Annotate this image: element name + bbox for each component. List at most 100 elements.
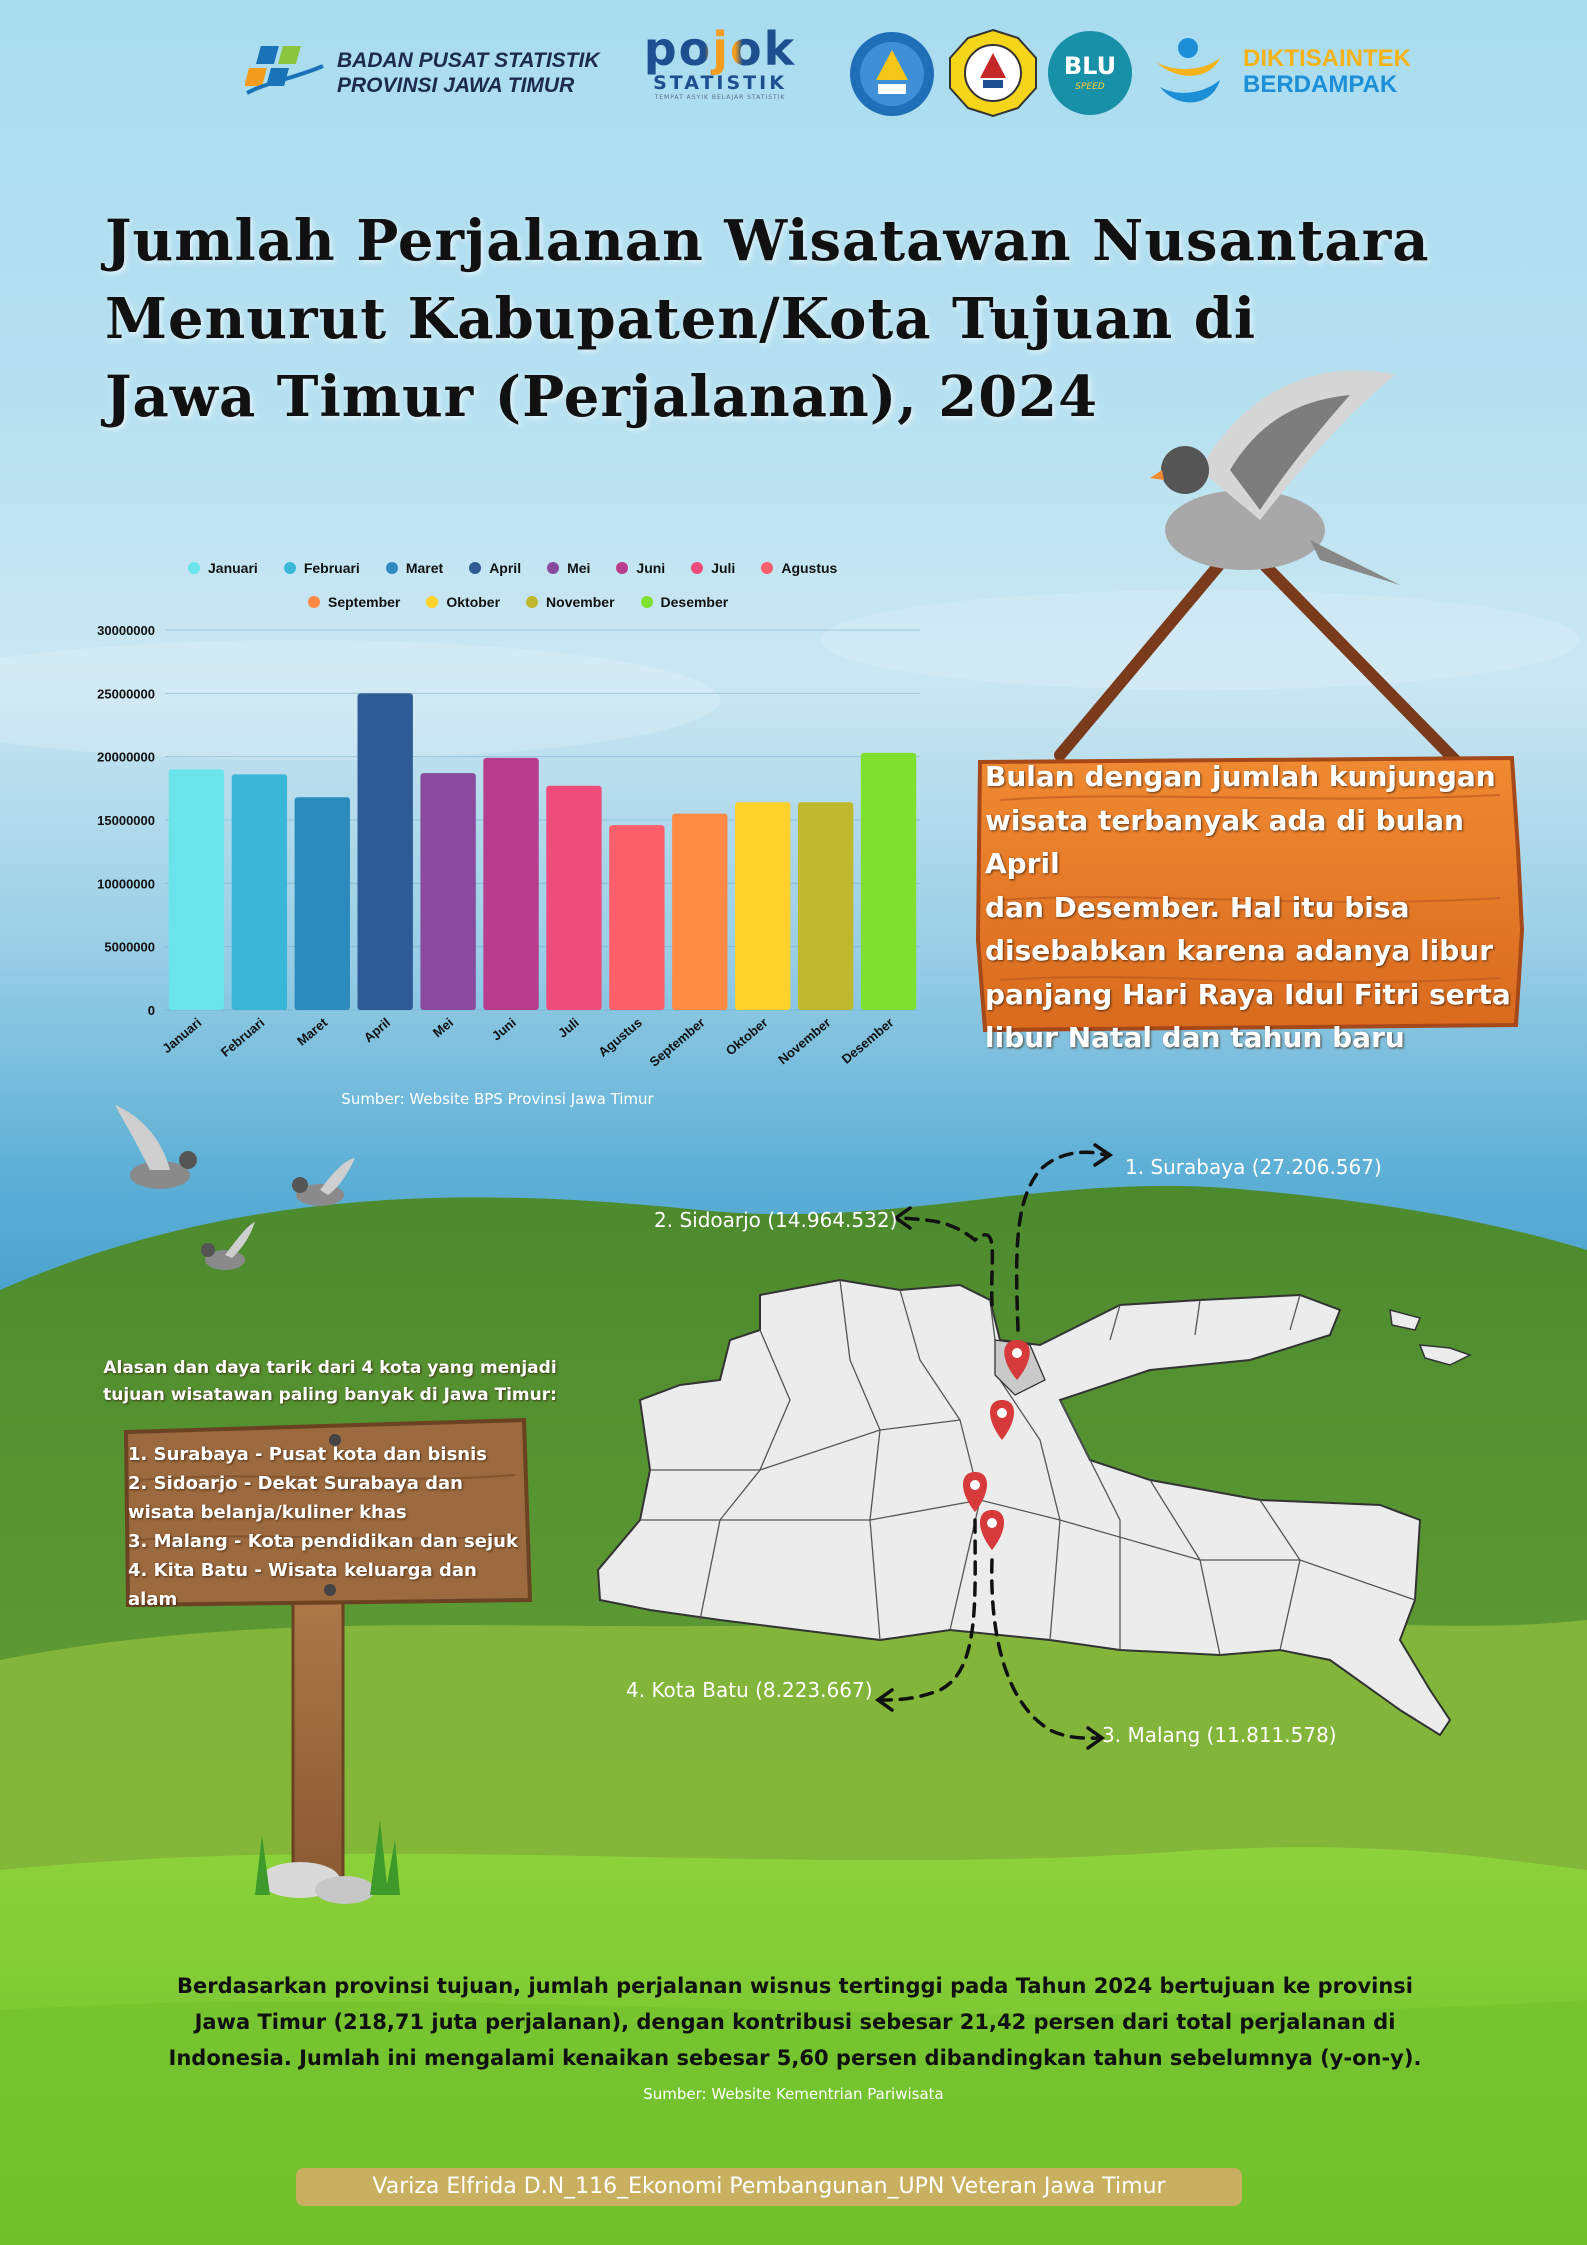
blu-logo-sub: SPEED [1075,82,1105,92]
legend-label: September [328,594,401,610]
sign-line-4: disebabkan karena adanya libur [985,934,1494,967]
legend-swatch [547,562,560,574]
bar-oktober [735,802,791,1010]
legend-swatch [469,562,482,574]
title-line-2: Menurut Kabupaten/Kota Tujuan di [105,286,1257,352]
y-tick-label: 15000000 [97,813,155,828]
reasons-heading: Alasan dan daya tarik dari 4 kota yang m… [100,1355,560,1409]
legend-label: Juni [636,560,666,576]
reason-item-2: 2. Sidoarjo - Dekat Surabaya dan [128,1473,463,1494]
bar-juli [546,785,602,1010]
x-tick-label: Januari [159,1015,204,1056]
x-tick-label: Mei [430,1015,456,1040]
city-label-sidoarjo: 2. Sidoarjo (14.964.532) [654,1208,898,1232]
sign-line-6: libur Natal dan tahun baru [985,1021,1405,1054]
pigeon-illustration [1150,370,1400,585]
chart-legend-row-1: Januari Februari Maret April Mei Juni Juli Agus… [188,560,863,576]
x-tick-label: April [361,1015,393,1046]
kemendikbud-logo-icon [850,32,934,116]
city-label-malang: 3. Malang (11.811.578) [1102,1723,1337,1747]
y-tick-label: 30000000 [97,623,155,638]
bps-logo-text: BADAN PUSAT STATISTIK PROVINSI JAWA TIMU… [337,48,600,98]
pojok-word: pojok [643,22,797,76]
upn-logo-icon [949,28,1037,118]
x-tick-label: Juni [489,1015,519,1044]
x-tick-label: Oktober [723,1015,771,1059]
sign-insight-text: Bulan dengan jumlah kunjungan wisata ter… [985,755,1525,1060]
legend-label: Januari [208,560,258,576]
page-title: Jumlah Perjalanan Wisatawan Nusantara Me… [105,202,1525,436]
pojok-statistik-logo: pojok STATISTIK TEMPAT ASYIK BELAJAR STA… [640,22,800,101]
birds-illustration [115,1105,355,1270]
legend-label: April [489,560,522,576]
legend-swatch [526,596,539,608]
map-arrows [878,1150,1107,1740]
bar-november [797,802,854,1010]
legend-item: Februari [283,560,360,576]
reason-item-4: 4. Kita Batu - Wisata keluarga dan alam [128,1560,477,1610]
bar-mei [420,773,476,1010]
city-label-batu: 4. Kota Batu (8.223.667) [626,1678,873,1702]
legend-swatch [308,596,320,608]
bar-juni [483,757,539,1010]
map-pins [963,1340,1030,1550]
legend-item: April [469,560,521,576]
legend-item: Juli [691,560,735,576]
legend-label: Februari [303,560,360,576]
chart-source: Sumber: Website BPS Provinsi Jawa Timur [341,1090,654,1108]
legend-label: Maret [405,560,444,576]
legend-item: Januari [188,560,258,576]
blu-logo-text: BLU [1063,52,1117,80]
pojok-tagline: TEMPAT ASYIK BELAJAR STATISTIK [654,94,786,101]
dikti-line1: DIKTISAINTEK [1243,45,1411,72]
legend-item: September [308,594,400,610]
legend-swatch [761,562,774,574]
y-tick-label: 20000000 [97,750,155,765]
dikti-line2: BERDAMPAK [1243,71,1398,98]
blu-logo-icon [1048,31,1132,115]
author-footer: Variza Elfrida D.N_116_Ekonomi Pembangun… [296,2168,1242,2206]
y-tick-label: 25000000 [97,686,155,701]
bar-april [357,693,413,1010]
reason-item-2-cont: wisata belanja/kuliner khas [128,1502,407,1523]
legend-label: November [546,594,615,610]
x-tick-label: Desember [839,1015,897,1067]
legend-swatch [616,562,629,574]
legend-item: Agustus [761,560,837,576]
sign-line-1: Bulan dengan jumlah kunjungan [985,760,1496,793]
legend-label: Juli [711,560,736,576]
summary-line-2: Jawa Timur (218,71 juta perjalanan), den… [194,2010,1396,2034]
legend-label: Oktober [446,594,501,610]
legend-item: Desember [640,594,729,610]
legend-swatch [385,562,398,574]
bar-februari [231,774,288,1010]
legend-label: Mei [567,560,591,576]
legend-item: Maret [385,560,444,576]
y-tick-label: 5000000 [104,940,155,955]
bps-name-line1: BADAN PUSAT STATISTIK [337,49,600,72]
diktisaintek-logo-icon [1156,38,1220,103]
legend-label: Desember [660,594,729,610]
reason-item-1: 1. Surabaya - Pusat kota dan bisnis [128,1444,487,1465]
reasons-list: 1. Surabaya - Pusat kota dan bisnis 2. S… [128,1440,528,1614]
sign-line-3: dan Desember. Hal itu bisa [985,890,1410,924]
x-tick-label: Juli [555,1015,582,1041]
x-tick-label: November [775,1015,833,1067]
title-line-3: Jawa Timur (Perjalanan), 2024 [105,364,1099,430]
diktisaintek-logo-text: DIKTISAINTEK BERDAMPAK [1243,46,1411,98]
legend-swatch [426,596,439,608]
legend-swatch [691,562,704,574]
bar-januari [168,769,225,1010]
legend-label: Agustus [781,560,838,576]
reasons-heading-line-2: tujuan wisatawan paling banyak di Jawa T… [103,1385,557,1405]
x-tick-label: Februari [218,1015,267,1060]
legend-item: November [526,594,615,610]
bar-agustus [609,825,665,1010]
x-tick-label: September [647,1015,708,1070]
legend-swatch [640,596,653,608]
y-tick-label: 0 [148,1003,155,1018]
reason-item-3: 3. Malang - Kota pendidikan dan sejuk [128,1531,518,1552]
summary-line-1: Berdasarkan provinsi tujuan, jumlah perj… [177,1974,1413,1998]
title-line-1: Jumlah Perjalanan Wisatawan Nusantara [105,208,1430,274]
